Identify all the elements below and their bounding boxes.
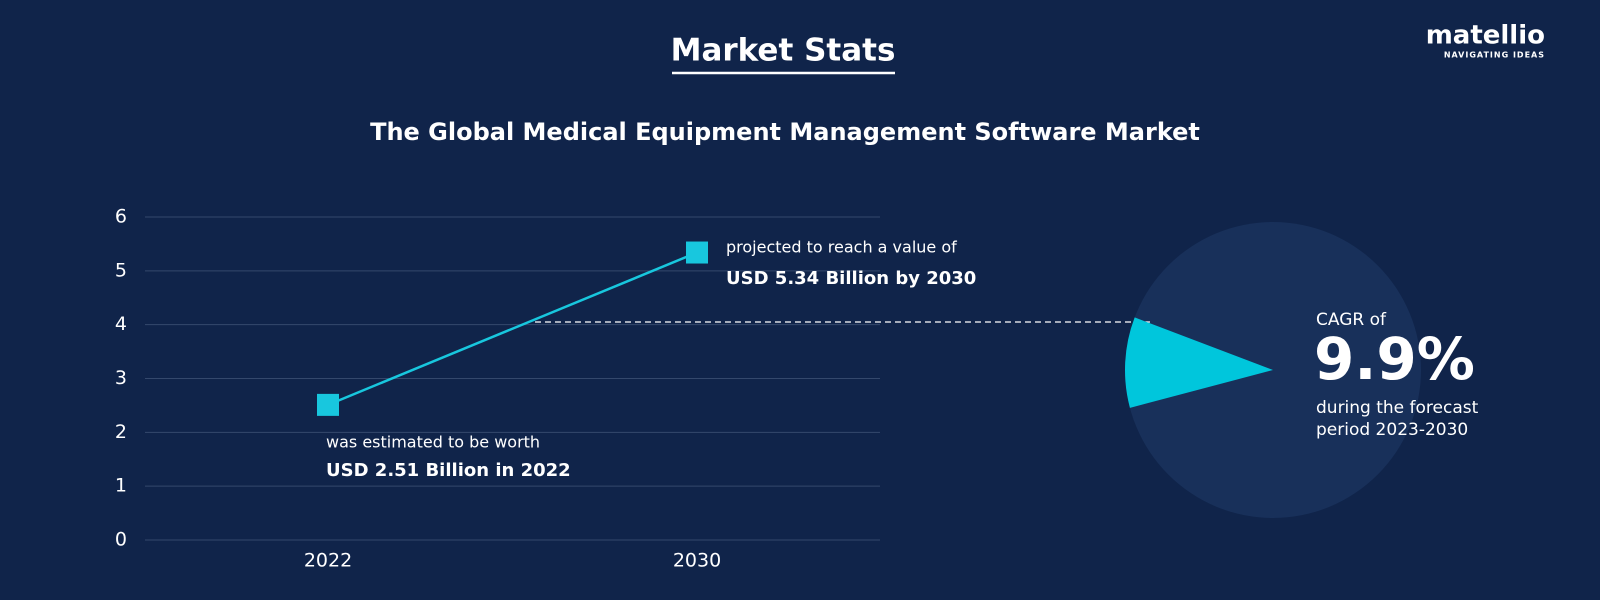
annotation: during the forecast [1316,398,1479,418]
annotation: CAGR of [1316,310,1387,330]
marker [317,393,339,416]
y-tick-label: 3 [115,367,127,389]
x-tick-label: 2022 [304,550,352,572]
y-tick-label: 2 [115,421,127,443]
y-tick-label: 6 [115,206,127,228]
y-tick-label: 5 [115,259,127,281]
annotation: projected to reach a value of [726,238,957,257]
brand-name: matellio [1426,21,1545,51]
annotation: was estimated to be worth [326,433,540,452]
annotation: USD 2.51 Billion in 2022 [326,460,571,481]
annotation: period 2023-2030 [1316,420,1468,440]
pie-slice [1125,317,1273,408]
chart-title: The Global Medical Equipment Management … [370,118,1200,146]
annotation: USD 5.34 Billion by 2030 [726,268,976,289]
y-tick-label: 4 [115,313,127,335]
y-tick-label: 1 [115,475,127,497]
heading: Market Stats [671,33,896,69]
y-tick-label: 0 [115,529,127,551]
value-label: 9.9% [1314,325,1475,393]
line [327,251,698,407]
x-tick-label: 2030 [673,550,721,572]
marker [686,241,708,264]
brand-tagline: NAVIGATING IDEAS [1444,51,1545,60]
